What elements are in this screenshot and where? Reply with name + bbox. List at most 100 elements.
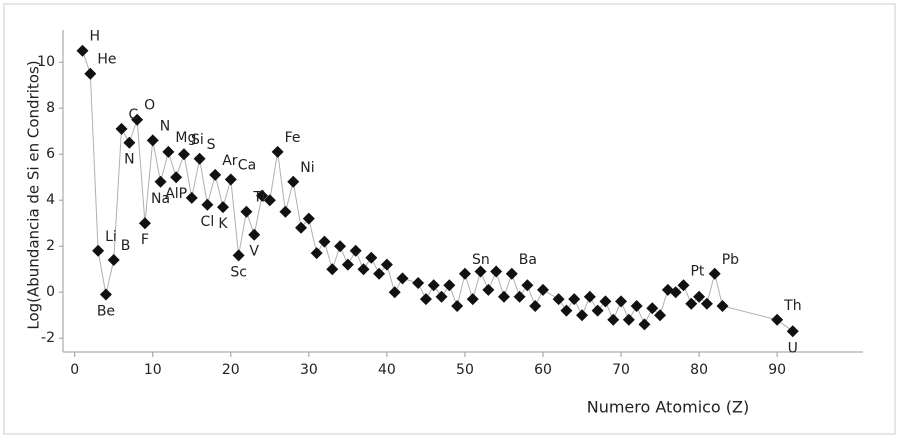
y-tick-label: 0	[46, 284, 55, 300]
data-point	[92, 244, 105, 257]
point-label: O	[144, 98, 155, 114]
data-point	[138, 217, 151, 230]
data-point	[490, 265, 503, 278]
y-axis-label: Log(Abundancia de Si en Condritos)	[25, 60, 43, 329]
point-label: Sc	[230, 264, 247, 280]
data-point	[700, 297, 713, 310]
point-label: V	[249, 244, 259, 260]
point-label: Ca	[238, 158, 256, 174]
point-label: Sn	[472, 252, 490, 268]
x-tick-label: 60	[534, 362, 552, 378]
data-point	[131, 113, 144, 126]
data-point	[193, 152, 206, 165]
data-point	[84, 67, 97, 80]
data-point	[232, 249, 245, 262]
data-point	[521, 279, 534, 292]
data-point	[419, 293, 432, 306]
x-axis-label: Numero Atomico (Z)	[587, 398, 750, 417]
data-point	[185, 191, 198, 204]
data-point	[154, 175, 167, 188]
data-point	[373, 267, 386, 280]
data-point	[279, 205, 292, 218]
point-label: B	[121, 238, 131, 254]
data-point	[334, 240, 347, 253]
data-point	[537, 283, 549, 296]
data-point	[466, 293, 479, 306]
data-point	[583, 290, 596, 303]
data-point	[357, 263, 370, 276]
point-label: Cl	[201, 214, 215, 230]
data-point	[708, 267, 721, 280]
data-point	[107, 254, 120, 266]
data-point	[240, 205, 253, 218]
data-point	[607, 313, 620, 326]
point-label: C	[129, 107, 139, 123]
data-point	[638, 318, 651, 331]
data-point	[615, 295, 628, 308]
data-point	[435, 290, 448, 303]
data-point	[310, 247, 323, 260]
data-point	[716, 300, 729, 312]
data-point	[123, 136, 136, 149]
x-tick-label: 30	[300, 362, 318, 378]
data-point	[380, 258, 393, 271]
point-label: Ar	[222, 153, 238, 169]
data-point	[568, 293, 581, 306]
data-point	[209, 168, 222, 181]
data-point	[513, 290, 526, 303]
data-point	[599, 295, 612, 308]
point-label: Na	[151, 191, 170, 207]
data-point	[786, 325, 799, 338]
data-point	[474, 265, 487, 278]
data-point	[201, 198, 214, 211]
data-point	[560, 304, 573, 317]
data-point	[224, 173, 237, 186]
x-tick-label: 50	[456, 362, 474, 378]
data-point	[76, 44, 89, 57]
x-tick-label: 70	[612, 362, 630, 378]
data-point	[217, 201, 229, 214]
data-point	[295, 221, 308, 234]
data-point	[287, 175, 300, 188]
y-tick-label: -2	[41, 330, 55, 346]
y-tick-label: 6	[46, 146, 55, 162]
point-label: N	[160, 118, 170, 134]
point-label: Pt	[690, 263, 704, 279]
data-point	[146, 134, 159, 147]
y-tick-label: 4	[46, 192, 55, 208]
point-label: Pb	[722, 252, 739, 268]
data-point	[177, 148, 190, 161]
point-label: Be	[97, 304, 115, 320]
data-point	[341, 258, 354, 271]
data-point	[591, 304, 604, 317]
x-tick-label: 90	[768, 362, 786, 378]
point-label: AlP	[165, 186, 187, 202]
data-point	[263, 194, 276, 207]
y-tick-label: 10	[37, 54, 55, 70]
point-label: Si	[191, 132, 204, 148]
data-point	[162, 145, 175, 158]
point-label: Ni	[300, 160, 314, 176]
point-label: K	[218, 216, 228, 232]
data-point	[451, 300, 464, 312]
x-tick-label: 10	[144, 362, 162, 378]
data-point	[318, 235, 331, 248]
data-line	[82, 50, 794, 332]
point-label: He	[97, 52, 116, 68]
data-point	[248, 228, 261, 241]
point-label: Li	[105, 229, 117, 245]
data-point	[685, 297, 698, 310]
data-point	[365, 251, 378, 264]
data-point	[256, 189, 269, 202]
y-tick-label: 8	[46, 100, 55, 116]
data-point	[654, 309, 667, 322]
data-point	[412, 277, 425, 289]
data-point	[302, 212, 315, 225]
data-point	[349, 244, 362, 257]
data-point	[669, 286, 682, 299]
data-point	[482, 283, 495, 296]
point-label: Fe	[285, 130, 301, 146]
point-label: F	[141, 232, 149, 248]
data-point	[497, 290, 510, 303]
